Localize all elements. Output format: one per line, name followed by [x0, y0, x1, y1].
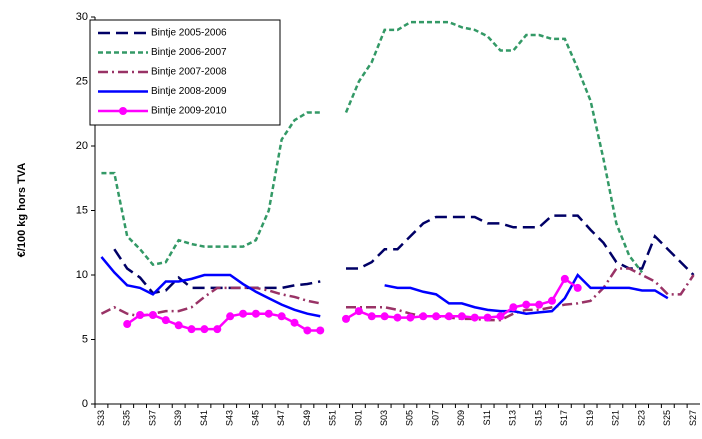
x-tick-label: S41 [199, 410, 209, 426]
series-marker [354, 307, 363, 316]
series-marker [239, 309, 248, 318]
series-marker [200, 325, 209, 334]
series-marker [367, 312, 376, 321]
series-marker [470, 313, 479, 322]
series-marker [457, 312, 466, 321]
x-tick-label: S23 [636, 410, 646, 426]
x-tick-label: S15 [533, 410, 543, 426]
x-tick-label: S09 [456, 410, 466, 426]
series-marker [419, 312, 428, 321]
y-tick-label: 15 [76, 204, 88, 216]
x-tick-label: S37 [147, 410, 157, 426]
y-tick-label: 10 [76, 269, 88, 281]
x-tick-label: S05 [405, 410, 415, 426]
y-tick-label: 25 [76, 75, 88, 87]
series-marker [522, 300, 531, 309]
x-tick-label: S51 [328, 410, 338, 426]
x-tick-label: S33 [96, 410, 106, 426]
y-tick-label: 5 [82, 333, 88, 345]
series-line [100, 256, 669, 318]
series-line [101, 20, 644, 274]
series-marker [251, 309, 260, 318]
series-marker [213, 325, 222, 334]
series-marker [496, 312, 505, 321]
x-tick-label: S35 [122, 410, 132, 426]
series-marker [547, 296, 556, 305]
legend-label: Bintje 2009-2010 [151, 106, 227, 117]
series-marker [483, 313, 492, 322]
series-marker [148, 310, 157, 319]
series-marker [432, 312, 441, 321]
x-tick-label: S11 [482, 410, 492, 425]
x-tick-label: S07 [430, 410, 440, 426]
series-marker [277, 312, 286, 321]
series-marker [123, 320, 132, 329]
series-line [126, 277, 579, 332]
legend-label: Bintje 2005-2006 [151, 28, 227, 39]
series-marker [560, 274, 569, 283]
series-marker [380, 312, 389, 321]
series-marker [573, 283, 582, 292]
series-marker [316, 326, 325, 335]
x-tick-label: S49 [302, 410, 312, 426]
x-tick-label: S19 [585, 410, 595, 426]
x-tick-label: S21 [611, 410, 621, 426]
y-tick-label: 20 [76, 140, 88, 152]
series-marker [393, 313, 402, 322]
series-line [100, 267, 695, 322]
series-marker [161, 316, 170, 325]
series-marker [264, 309, 273, 318]
legend-label: Bintje 2006-2007 [151, 47, 227, 58]
x-tick-label: S03 [379, 410, 389, 426]
legend-label: Bintje 2007-2008 [151, 67, 227, 78]
x-tick-label: S45 [250, 410, 260, 426]
x-tick-label: S39 [173, 410, 183, 426]
x-tick-label: S17 [559, 410, 569, 426]
y-tick-label: 30 [76, 11, 88, 23]
series-marker [509, 303, 518, 312]
series-marker [535, 300, 544, 309]
series-marker [174, 321, 183, 330]
legend-marker [119, 107, 127, 115]
x-tick-label: S47 [276, 410, 286, 426]
series-marker [187, 325, 196, 334]
legend-label: Bintje 2008-2009 [151, 86, 227, 97]
series-marker [406, 313, 415, 322]
x-tick-label: S43 [225, 410, 235, 426]
series-marker [303, 326, 312, 335]
series-marker [136, 310, 145, 319]
y-tick-label: 0 [82, 398, 88, 410]
series-marker [444, 312, 453, 321]
series-marker [290, 318, 299, 327]
x-tick-label: S13 [508, 410, 518, 426]
x-tick-label: S01 [353, 410, 363, 426]
series-marker [342, 314, 351, 323]
series-marker [226, 312, 235, 321]
x-tick-label: S25 [662, 410, 672, 426]
y-axis-label: €/100 kg hors TVA [16, 163, 28, 258]
x-tick-label: S27 [688, 410, 698, 426]
